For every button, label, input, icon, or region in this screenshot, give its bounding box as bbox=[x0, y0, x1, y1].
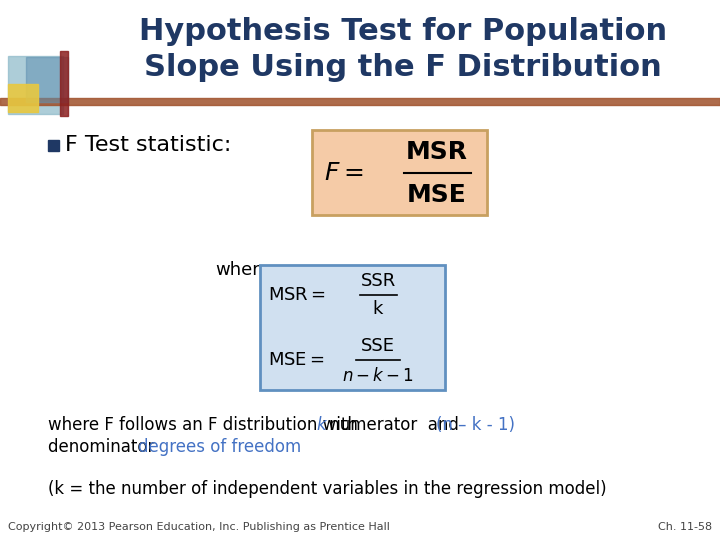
Text: Hypothesis Test for Population: Hypothesis Test for Population bbox=[139, 17, 667, 46]
Text: F Test statistic:: F Test statistic: bbox=[65, 135, 231, 155]
Bar bbox=[8, 56, 63, 114]
FancyBboxPatch shape bbox=[312, 130, 487, 215]
Text: Ch. 11-58: Ch. 11-58 bbox=[658, 522, 712, 532]
Bar bbox=[0, 98, 720, 105]
Bar bbox=[26, 57, 68, 102]
Text: k: k bbox=[316, 416, 325, 434]
Text: degrees of freedom: degrees of freedom bbox=[138, 438, 301, 456]
Text: MSR: MSR bbox=[406, 140, 468, 164]
Text: $\mathrm{MSE} =$: $\mathrm{MSE} =$ bbox=[268, 351, 325, 369]
Bar bbox=[48, 140, 59, 151]
Text: Copyright© 2013 Pearson Education, Inc. Publishing as Prentice Hall: Copyright© 2013 Pearson Education, Inc. … bbox=[8, 522, 390, 532]
FancyBboxPatch shape bbox=[260, 265, 445, 390]
Text: Slope Using the F Distribution: Slope Using the F Distribution bbox=[144, 53, 662, 83]
Text: $F =$: $F =$ bbox=[324, 161, 364, 185]
Text: $\mathrm{MSR} =$: $\mathrm{MSR} =$ bbox=[268, 286, 326, 304]
Text: numerator  and: numerator and bbox=[324, 416, 464, 434]
Bar bbox=[60, 51, 68, 116]
Text: MSE: MSE bbox=[407, 183, 467, 207]
Text: k: k bbox=[373, 300, 383, 318]
Text: SSR: SSR bbox=[361, 272, 395, 290]
Text: (k = the number of independent variables in the regression model): (k = the number of independent variables… bbox=[48, 480, 607, 498]
Text: denominator: denominator bbox=[48, 438, 160, 456]
Text: (n – k - 1): (n – k - 1) bbox=[436, 416, 515, 434]
Text: $n-k-1$: $n-k-1$ bbox=[342, 367, 414, 385]
Bar bbox=[8, 84, 38, 112]
Text: SSE: SSE bbox=[361, 337, 395, 355]
Text: where F follows an F distribution with: where F follows an F distribution with bbox=[48, 416, 363, 434]
Text: where: where bbox=[215, 261, 271, 279]
